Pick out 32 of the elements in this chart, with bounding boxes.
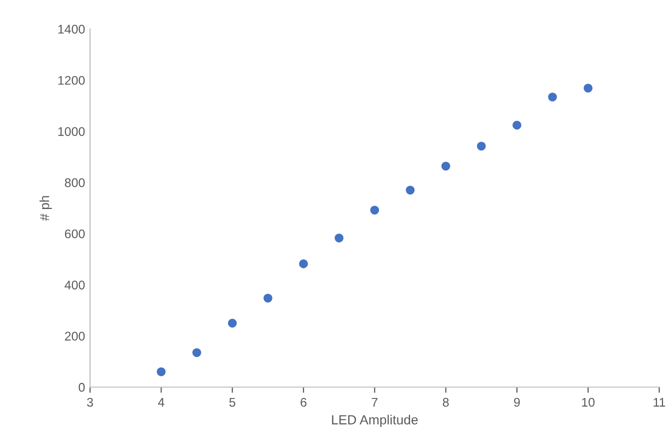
point — [512, 120, 522, 130]
x-axis-title: LED Amplitude — [332, 414, 418, 428]
point — [192, 348, 202, 357]
x-tick-label: 3 — [87, 398, 93, 407]
point — [370, 206, 380, 214]
x-tick-label: 4 — [158, 398, 164, 407]
x-tick-label: 11 — [654, 398, 666, 407]
x-tick-label: 10 — [582, 398, 595, 407]
point — [156, 367, 166, 376]
y-tick-label: 1000 — [58, 127, 85, 136]
x-tick-label: 5 — [229, 398, 236, 407]
point — [264, 294, 272, 302]
x-tick-label: 7 — [372, 398, 378, 407]
y-tick-label: 600 — [64, 229, 85, 238]
point — [548, 92, 557, 102]
y-tick-label: 800 — [64, 178, 85, 188]
point — [406, 186, 415, 195]
y-tick-label: 400 — [64, 280, 85, 290]
point — [441, 162, 450, 170]
point — [476, 142, 486, 151]
y-tick-label: 0 — [78, 382, 85, 392]
y-tick-label: 1400 — [58, 24, 85, 34]
point — [299, 259, 308, 268]
point — [334, 234, 344, 242]
y-tick-label: 1200 — [58, 76, 85, 85]
y-axis-title: # ph — [40, 196, 52, 221]
point — [228, 318, 237, 328]
x-tick-label: 8 — [442, 398, 449, 407]
x-tick-label: 9 — [514, 398, 520, 407]
x-tick-label: 6 — [300, 398, 306, 407]
point — [584, 84, 592, 92]
y-tick-label: 200 — [64, 332, 85, 341]
